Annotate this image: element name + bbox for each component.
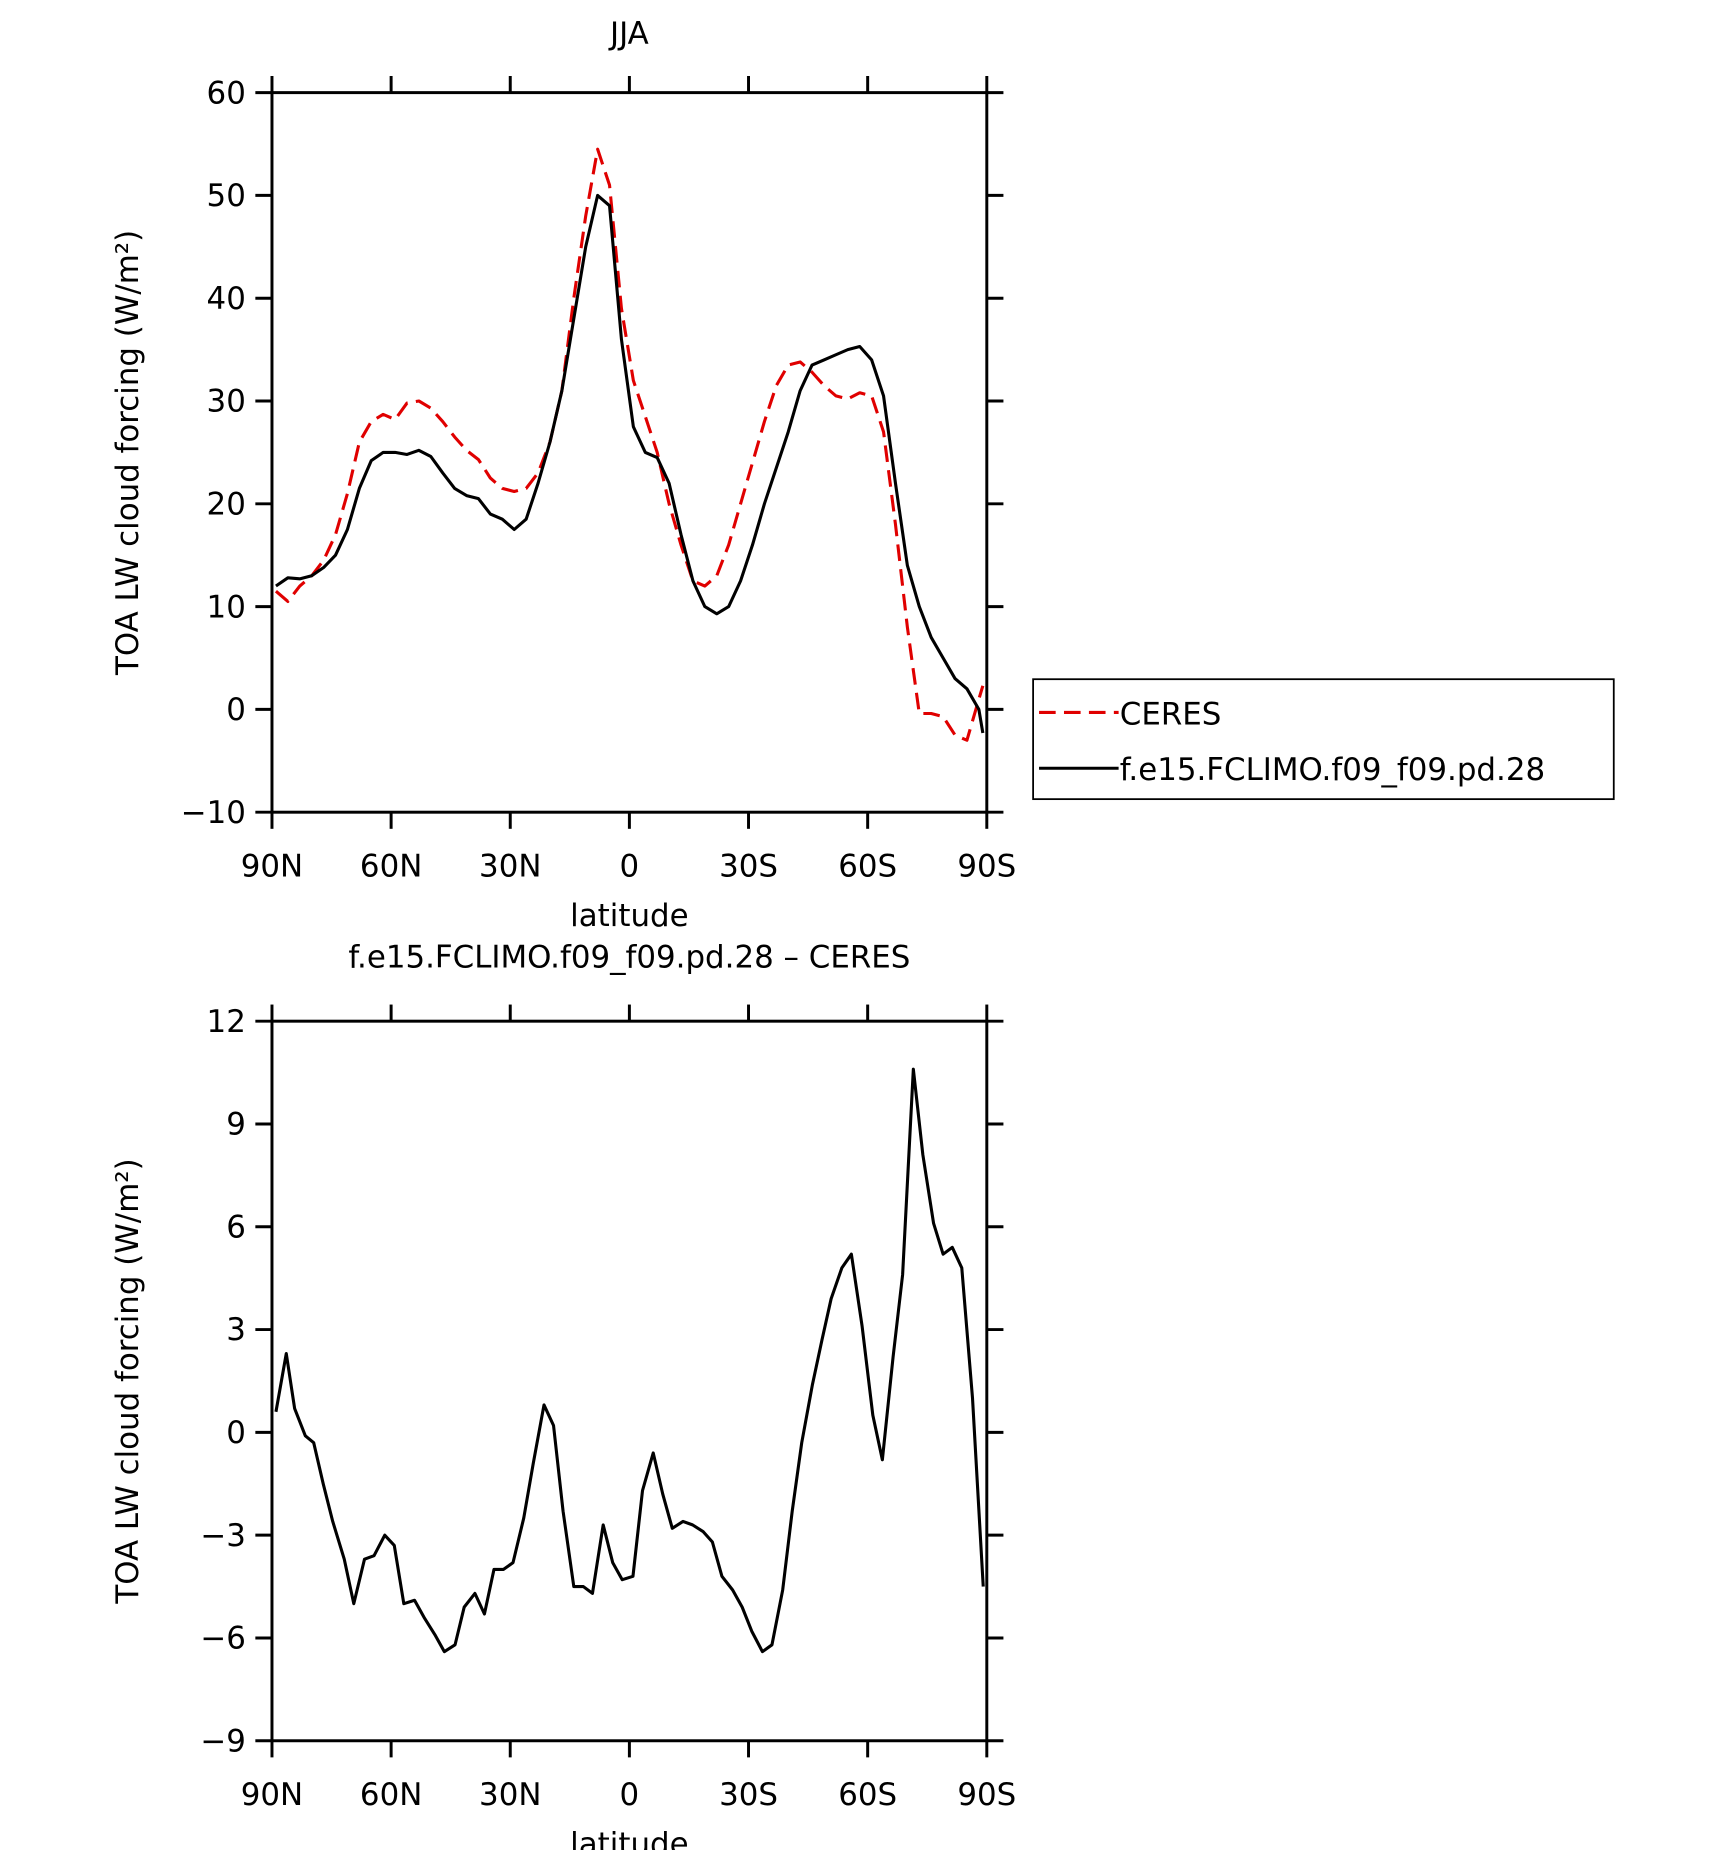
y-axis-title: TOA LW cloud forcing (W/m²) [110,1158,146,1604]
legend-label: f.e15.FCLIMO.f09_f09.pd.28 [1120,752,1545,788]
y-tick-label: 60 [207,75,246,111]
data-line [275,193,985,734]
y-tick-label: −6 [200,1621,245,1657]
x-tick-label: 30S [719,1777,778,1813]
x-tick-label: 30N [479,1777,541,1813]
x-axis-title: latitude [570,898,688,934]
y-tick-label: 3 [226,1312,246,1348]
y-tick-label: 10 [207,589,246,625]
x-axis-title: latitude [570,1827,688,1850]
x-tick-label: 0 [620,1777,640,1813]
data-line [274,1067,985,1654]
y-tick-label: 40 [207,281,246,317]
y-tick-label: 30 [207,384,246,420]
y-tick-label: −9 [200,1723,245,1759]
y-tick-label: −3 [200,1518,245,1554]
legend-box [1032,678,1615,801]
y-tick-label: 0 [226,1415,246,1451]
y-tick-label: 12 [207,1004,246,1040]
x-tick-label: 90N [241,1777,303,1813]
x-tick-label: 60N [360,1777,422,1813]
x-tick-label: 60S [838,1777,897,1813]
y-tick-label: 9 [226,1107,246,1143]
y-tick-label: 20 [207,486,246,522]
legend-label: CERES [1120,696,1222,732]
x-tick-label: 30S [719,848,778,884]
x-tick-label: 0 [620,848,640,884]
x-tick-label: 90N [241,848,303,884]
y-tick-label: 50 [207,178,246,214]
x-tick-label: 90S [957,848,1016,884]
x-tick-label: 60S [838,848,897,884]
x-tick-label: 60N [360,848,422,884]
x-tick-label: 90S [957,1777,1016,1813]
y-tick-label: −10 [181,795,246,831]
y-axis-title: TOA LW cloud forcing (W/m²) [110,230,146,676]
plot-frame [270,1019,989,1743]
chart-title: f.e15.FCLIMO.f09_f09.pd.28 – CERES [348,940,910,976]
data-line [274,147,985,742]
chart-title: JJA [608,16,649,52]
y-tick-label: 0 [226,692,246,728]
plot-frame [270,91,989,814]
y-tick-label: 6 [226,1209,246,1245]
x-tick-label: 30N [479,848,541,884]
